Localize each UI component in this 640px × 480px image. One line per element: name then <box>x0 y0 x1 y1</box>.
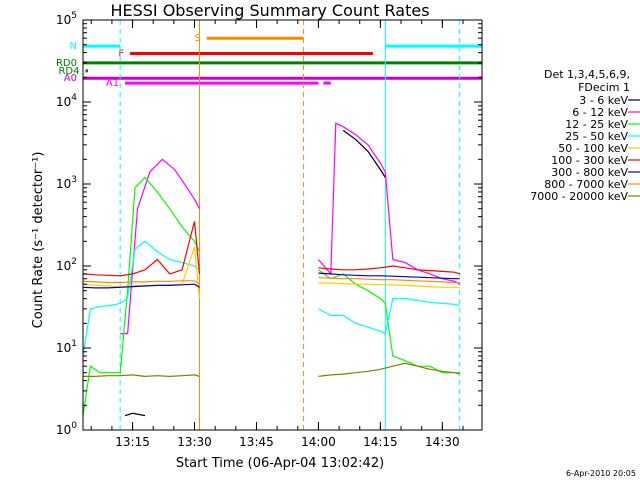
flag-label-a0: A0 <box>64 73 77 84</box>
y-tick-label: 102 <box>56 257 77 273</box>
x-tick-label: 13:45 <box>239 435 274 449</box>
x-tick-label: 14:00 <box>301 435 336 449</box>
timestamp-stamp: 6-Apr-2010 20:05 <box>566 469 636 478</box>
x-tick-label: 13:15 <box>115 435 150 449</box>
vertical-markers <box>119 20 461 430</box>
x-axis-label: Start Time (06-Apr-04 13:02:42) <box>176 456 384 471</box>
legend-entry: 300 - 800 keV <box>551 166 628 179</box>
y-tick-label: 101 <box>56 339 77 355</box>
x-tick-label: 14:30 <box>425 435 460 449</box>
flag-label-f: F <box>118 49 124 60</box>
legend-header: FDecim 1 <box>578 81 630 94</box>
legend-entry: 50 - 100 keV <box>558 142 628 155</box>
legend-entry: 6 - 12 keV <box>572 106 628 119</box>
y-tick-label: 104 <box>56 93 77 109</box>
y-axis-label: Count Rate (s⁻¹ detector⁻¹) <box>31 152 46 329</box>
y-tick-label: 105 <box>56 11 77 27</box>
flag-label-rd4: RD4 <box>58 66 79 77</box>
y-tick-label: 100 <box>56 421 77 437</box>
y-tick-label: 103 <box>56 175 77 191</box>
series-line <box>82 221 460 277</box>
legend-entry: 800 - 7000 keV <box>544 178 628 191</box>
series-line <box>82 246 460 299</box>
legend-entry: 3 - 6 keV <box>579 94 628 107</box>
plot-frame <box>82 19 483 431</box>
axes: 100 101 102 103 104 105 13:15 13:30 13:45 14:00 14… <box>56 11 483 449</box>
series-line <box>82 277 460 285</box>
legend-header: Det 1,3,4,5,6,9, <box>544 68 630 81</box>
flag-label-n: N <box>70 41 77 52</box>
series-line <box>124 129 386 417</box>
legend-entry: 100 - 300 keV <box>551 154 628 167</box>
legend-entry: 12 - 25 keV <box>565 118 628 131</box>
flag-label-a1: A1 <box>106 78 119 89</box>
series-line <box>82 176 460 416</box>
legend-entry: 25 - 50 keV <box>565 130 628 143</box>
x-tick-label: 13:30 <box>177 435 212 449</box>
x-tick-label: 14:15 <box>363 435 398 449</box>
series-line <box>120 122 461 335</box>
legend-entry: 7000 - 20000 keV <box>530 190 628 203</box>
chart-title: HESSI Observing Summary Count Rates <box>110 1 429 20</box>
series-lines <box>82 122 461 417</box>
flag-label-s: S <box>195 33 201 44</box>
flag-label-rd0: RD0 <box>56 58 77 69</box>
series-line <box>82 240 460 356</box>
series-line <box>83 362 460 378</box>
series-line <box>82 272 460 289</box>
